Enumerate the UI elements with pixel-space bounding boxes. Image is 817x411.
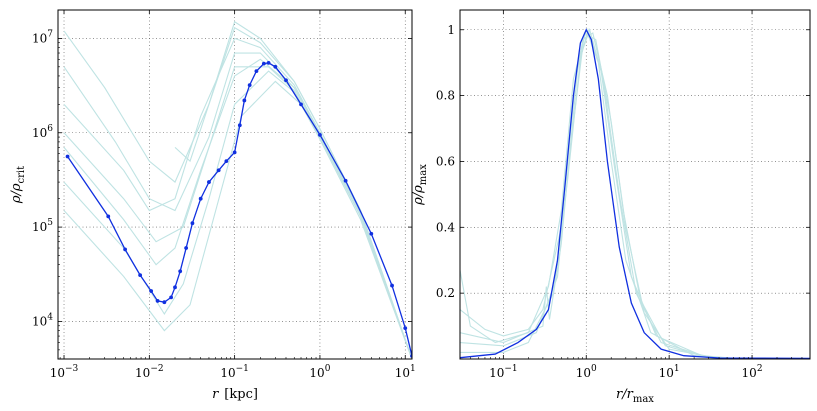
main-series-point [237,123,242,128]
main-series-point [224,159,229,164]
main-series-point [155,299,160,303]
axes-frame [459,9,811,360]
main-series-point [216,168,221,173]
x-tick-label: 102 [742,364,763,380]
main-series-point [207,180,211,184]
x-tick-label: 100 [576,364,597,380]
main-series-point [266,60,271,65]
y-tick-label: 0.2 [436,286,455,300]
main-series-point [178,269,183,274]
x-tick-label: 100 [309,364,330,380]
main-series-point [138,273,143,277]
y-tick-label: 105 [32,218,53,234]
background-series-line [460,32,734,359]
main-series-point [232,150,237,155]
main-series-point [318,132,322,137]
main-series-point [343,178,348,183]
y-tick-label: 107 [32,29,53,45]
background-series-line [63,37,412,359]
background-series-line [460,27,734,359]
main-series-point [106,214,111,219]
grid [58,10,412,359]
main-series-point [254,69,259,74]
y-tick-label: 1 [447,23,455,37]
background-series-line [174,20,412,359]
main-series-point [403,326,408,331]
background-series-line [460,27,734,359]
y-tick-label: 0.6 [436,154,455,168]
main-series-point [261,61,266,66]
background-series-line [63,26,412,359]
y-tick-label: 0.4 [436,220,455,234]
x-tick-label: 10−1 [489,364,518,380]
x-tick-label: 101 [395,364,416,380]
background-series-line [63,52,412,359]
y-tick-label: 104 [32,312,53,328]
main-series-point [242,98,247,103]
density-profile-panel: 10−3 10−2 10−1 100 101 104 105 106 107 r [kpc] ρ/ρc… [9,9,416,402]
x-tick-label: 10−1 [220,364,249,380]
main-series-point [247,83,252,87]
main-series-point [273,64,278,69]
main-series-point [65,154,70,159]
x-tick-label: 101 [659,364,680,380]
main-series-point [299,102,303,107]
main-series-point [284,78,288,83]
main-series-point [369,231,374,236]
main-series-point [169,295,174,300]
main-series-point [149,289,154,293]
background-series-line [63,66,412,359]
plot-area [63,20,412,359]
main-series-line [460,28,810,359]
main-series-point [123,247,128,252]
normalized-profile-panel: 10−1 100 101 102 0.2 0.4 0.6 0.8 1 r/rmax ρ/ρmax [411,9,811,405]
x-tick-label: 10−3 [50,364,79,380]
x-tick-label: 10−2 [135,364,164,380]
background-series-line [63,58,412,359]
y-axis-label: ρ/ρmax [411,164,429,206]
main-series-point [173,285,177,290]
background-series-line [63,80,412,359]
background-series-line [460,27,734,359]
y-tick-label: 0.8 [436,89,455,103]
x-axis-label: r/rmax [616,387,654,405]
grid [460,10,810,359]
plot-area [460,27,810,359]
x-axis-label: r [kpc] [212,387,258,402]
main-series-point [190,221,195,226]
main-series-point [184,246,189,250]
main-series-point [390,283,394,288]
main-series-point [198,196,203,201]
y-axis-label: ρ/ρcrit [9,166,27,204]
background-series-line [460,32,734,359]
y-tick-label: 106 [32,124,53,140]
main-series-point [162,300,167,305]
